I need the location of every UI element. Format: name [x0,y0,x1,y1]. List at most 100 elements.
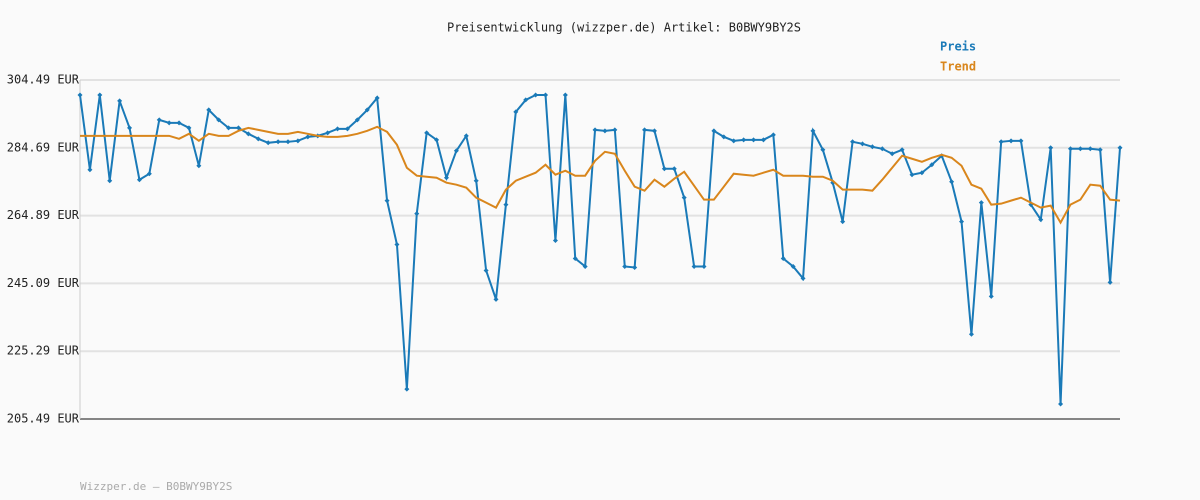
point-marker [909,172,915,178]
point-marker [216,117,222,123]
point-marker [1038,217,1044,223]
point-marker [859,141,865,147]
point-marker [869,144,875,150]
point-marker [166,120,172,126]
point-marker [959,219,965,225]
point-marker [622,263,628,269]
point-marker [206,107,212,113]
series-line [80,125,1121,225]
point-marker [661,166,667,172]
point-marker [602,128,608,134]
point-marker [1077,146,1083,152]
point-marker [919,170,925,176]
y-tick-label: 264.89 EUR [7,208,80,222]
point-marker [949,179,955,185]
point-marker [97,92,103,98]
point-marker [612,127,618,133]
point-marker [265,140,271,146]
point-marker [681,195,687,201]
point-marker [790,263,796,269]
point-marker [533,92,539,98]
point-marker [642,127,648,133]
point-marker [77,92,83,98]
point-marker [275,139,281,145]
point-marker [443,175,449,181]
point-marker [1048,145,1054,151]
point-marker [879,146,885,152]
point-marker [483,267,489,273]
chart-title: Preisentwicklung (wizzper.de) Artikel: B… [447,21,801,35]
point-marker [988,293,994,299]
point-marker [186,125,192,131]
point-marker [493,296,499,302]
point-marker [810,128,816,134]
point-marker [463,133,469,139]
point-marker [701,263,707,269]
point-marker [176,120,182,126]
point-marker [850,139,856,145]
point-marker [295,138,301,144]
point-marker [572,255,578,261]
point-marker [394,242,400,248]
point-marker [731,138,737,144]
point-marker [453,148,459,154]
point-marker [632,264,638,270]
point-marker [305,134,311,140]
point-marker [107,178,113,184]
point-marker [255,136,261,142]
point-marker [1067,146,1073,152]
point-marker [384,198,390,204]
point-marker [1008,138,1014,144]
legend-label: Trend [940,60,976,74]
point-marker [156,117,162,123]
point-marker [325,130,331,136]
point-marker [226,125,232,131]
point-marker [711,128,717,134]
point-marker [404,386,410,392]
y-tick-label: 245.09 EUR [7,276,80,290]
point-marker [671,166,677,172]
point-marker [434,137,440,143]
point-marker [651,128,657,134]
point-marker [196,163,202,169]
point-marker [998,139,1004,145]
point-marker [1058,401,1064,407]
point-marker [285,139,291,145]
point-marker [760,137,766,143]
point-marker [552,238,558,244]
point-marker [473,178,479,184]
point-marker [800,275,806,281]
point-marker [146,171,152,177]
point-marker [751,137,757,143]
y-tick-label: 205.49 EUR [7,412,80,426]
point-marker [235,125,241,131]
point-marker [513,109,519,115]
point-marker [424,130,430,136]
point-marker [968,331,974,337]
point-marker [1087,146,1093,152]
point-marker [889,151,895,157]
y-tick-label: 284.69 EUR [7,140,80,154]
point-marker [414,211,420,217]
y-tick-label: 304.49 EUR [7,73,80,87]
point-marker [344,126,350,132]
point-marker [87,167,93,173]
point-marker [1018,138,1024,144]
point-marker [1117,145,1123,151]
footer: Wizzper.de – B0BWY9BY2S [80,480,232,493]
series-line [79,93,1121,405]
point-marker [117,98,123,104]
point-marker [335,126,341,132]
point-marker [741,137,747,143]
point-marker [523,97,529,103]
point-marker [503,202,509,208]
point-marker [562,92,568,98]
point-marker [899,147,905,153]
point-marker [770,132,776,138]
legend-label: Preis [940,40,976,54]
point-marker [582,263,588,269]
point-marker [364,107,370,113]
point-marker [543,92,549,98]
point-marker [245,131,251,137]
